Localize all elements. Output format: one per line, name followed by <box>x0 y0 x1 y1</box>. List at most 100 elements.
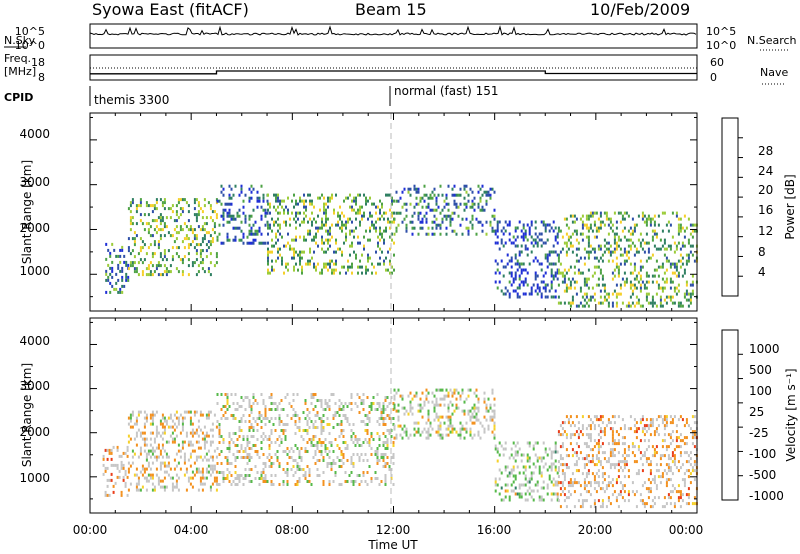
power-cell <box>309 217 311 221</box>
power-cell <box>459 202 462 206</box>
velocity-cell <box>601 415 604 419</box>
velocity-cell <box>163 416 166 420</box>
velocity-cell <box>534 453 537 457</box>
power-cell <box>548 289 551 293</box>
velocity-cell <box>294 420 297 423</box>
velocity-cell <box>437 430 440 434</box>
power-cell <box>321 235 323 239</box>
power-cell <box>669 262 672 266</box>
power-cell <box>383 259 385 263</box>
power-cell <box>637 214 640 218</box>
power-cell <box>625 253 628 257</box>
power-cell <box>133 270 136 274</box>
power-cell <box>597 259 600 263</box>
velocity-cell <box>649 487 652 491</box>
power-cell <box>242 232 245 236</box>
power-cell <box>524 229 527 233</box>
velocity-cell <box>151 410 154 414</box>
power-cell <box>685 298 688 302</box>
power-cell <box>256 199 259 203</box>
velocity-cell <box>236 444 239 447</box>
power-cell <box>641 247 644 251</box>
velocity-cell <box>153 440 156 444</box>
power-cell <box>556 235 559 239</box>
velocity-cell <box>532 471 535 475</box>
velocity-cell <box>415 421 418 425</box>
power-cell <box>222 223 225 227</box>
velocity-cell <box>552 483 555 487</box>
velocity-cell <box>332 417 335 420</box>
power-cell <box>345 271 347 275</box>
velocity-cell <box>358 483 361 486</box>
power-cell <box>234 226 237 230</box>
power-cell <box>463 196 466 200</box>
velocity-cell <box>143 467 146 471</box>
power-cell <box>557 256 560 260</box>
velocity-cell <box>286 483 289 486</box>
power-cell <box>351 271 353 275</box>
power-cell <box>273 220 275 224</box>
velocity-cell <box>619 466 622 470</box>
power-cell <box>589 250 592 254</box>
velocity-cell <box>554 468 557 472</box>
power-cell <box>425 211 428 215</box>
velocity-cell <box>577 427 580 431</box>
velocity-cell <box>532 447 535 451</box>
velocity-cell <box>308 480 311 483</box>
power-cell <box>542 220 545 224</box>
velocity-cell <box>139 434 142 438</box>
velocity-cell <box>143 422 146 426</box>
power-cell <box>246 241 249 245</box>
velocity-cell <box>687 475 690 479</box>
velocity-cell <box>473 409 476 413</box>
velocity-cell <box>435 415 438 419</box>
power-cell <box>593 298 596 302</box>
power-cell <box>371 220 373 224</box>
velocity-cell <box>528 480 531 484</box>
power-cell <box>679 253 682 257</box>
power-cell <box>401 220 404 224</box>
power-cell <box>359 265 361 269</box>
velocity-cell <box>567 484 570 488</box>
power-cell <box>409 220 412 224</box>
velocity-cell <box>228 447 231 450</box>
velocity-cell <box>318 441 321 444</box>
velocity-cell <box>124 484 127 488</box>
velocity-cell <box>653 448 656 452</box>
power-cell <box>351 208 353 212</box>
power-cell <box>643 214 646 218</box>
power-cell <box>481 193 484 197</box>
velocity-cell <box>679 493 682 497</box>
velocity-cell <box>322 459 325 462</box>
power-cell <box>557 301 560 305</box>
power-cell <box>137 273 140 277</box>
power-cell <box>435 217 438 221</box>
power-cell <box>321 268 323 272</box>
power-cell <box>250 214 253 218</box>
power-cell <box>387 268 389 272</box>
power-cell <box>431 226 434 230</box>
power-cell <box>353 235 355 239</box>
velocity-cell <box>601 505 604 509</box>
power-cell <box>317 244 319 248</box>
power-cell <box>337 247 339 251</box>
velocity-cell <box>376 402 379 405</box>
power-cell <box>520 244 523 248</box>
velocity-cell <box>473 391 476 395</box>
power-cell <box>220 190 223 194</box>
power-cell <box>218 223 221 227</box>
velocity-cell <box>449 418 452 422</box>
nave-label: Nave <box>760 66 788 79</box>
power-cell <box>689 298 692 302</box>
power-cell <box>185 237 188 241</box>
power-cell <box>399 211 402 215</box>
power-cell <box>379 208 381 212</box>
velocity-cell <box>471 436 474 440</box>
power-cell <box>647 256 650 260</box>
velocity-cell <box>585 484 588 488</box>
velocity-cell <box>491 409 494 413</box>
velocity-cell <box>459 421 462 425</box>
power-cell <box>681 244 684 248</box>
velocity-cell <box>141 485 144 489</box>
power-cell <box>659 247 662 251</box>
